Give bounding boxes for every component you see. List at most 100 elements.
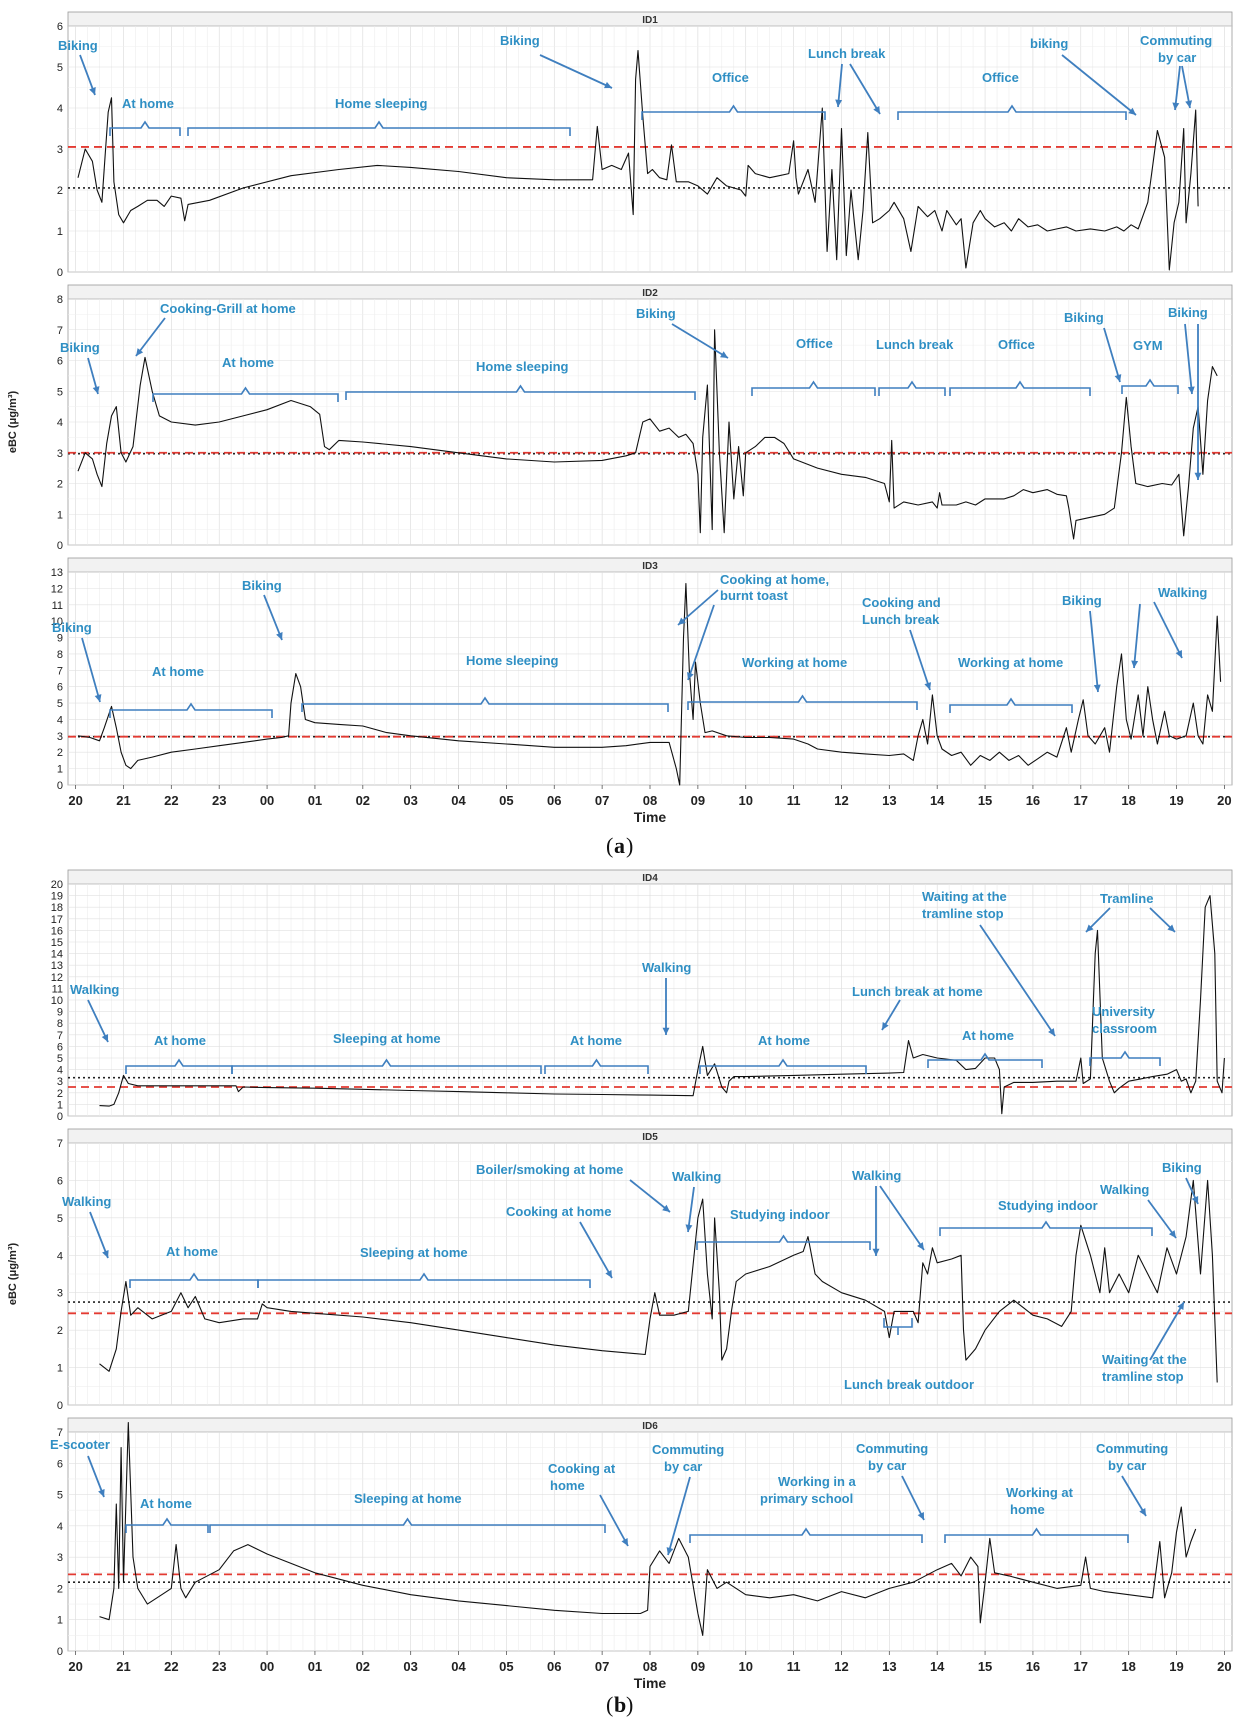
annotation-arrowhead — [720, 351, 728, 358]
annotation-arrow — [849, 63, 881, 115]
annotation-bracket — [109, 120, 181, 136]
annotation-bracket — [109, 702, 273, 718]
x-tick-label: 03 — [403, 1659, 417, 1674]
x-tick-label: 23 — [212, 1659, 226, 1674]
annotation-arrow — [87, 1455, 105, 1498]
annotation-arrowhead — [1175, 650, 1182, 658]
annotation-bracket — [897, 104, 1127, 120]
annotation-bracket — [125, 1517, 209, 1533]
x-tick-label: 07 — [595, 1659, 609, 1674]
annot-id3-cooking-burnt: Cooking at home, — [720, 572, 829, 587]
annotation-arrowhead — [1185, 100, 1193, 108]
series-line — [99, 895, 1225, 1115]
annotation-arrowhead — [605, 1270, 612, 1278]
y-tick-label: 7 — [57, 665, 63, 677]
annotation-arrow — [539, 54, 613, 89]
y-tick-label: 4 — [57, 1065, 63, 1077]
annotation-arrowhead — [873, 106, 880, 114]
y-tick-label: 10 — [51, 995, 63, 1007]
y-tick-label: 0 — [57, 1646, 63, 1658]
annotation-arrowhead — [1139, 1508, 1146, 1516]
annot-id2-biking-2: Biking — [636, 306, 676, 321]
annot-id3-at-home: At home — [152, 664, 204, 679]
series-line — [77, 582, 1222, 786]
x-tick-label: 09 — [691, 1659, 705, 1674]
annotation-arrowhead — [621, 1538, 628, 1546]
y-tick-label: 2 — [57, 1088, 63, 1100]
subfigure-label-b-open: ( — [606, 1692, 613, 1717]
y-tick-label: 1 — [57, 226, 63, 238]
annot-id6-commuting-2: Commuting — [856, 1441, 928, 1456]
x-tick-label: 20 — [1217, 1659, 1231, 1674]
annotation-bracket — [1121, 378, 1179, 394]
y-tick-label: 8 — [57, 649, 63, 661]
y-tick-label: 9 — [57, 1007, 63, 1019]
annotation-bracket — [301, 696, 669, 712]
y-tick-label: 5 — [57, 698, 63, 710]
annot-id6-home: home — [550, 1478, 585, 1493]
annot-id5-studying-2: Studying indoor — [998, 1198, 1098, 1213]
annotation-arrowhead — [1093, 684, 1101, 692]
annot-id3-working-home-2: Working at home — [958, 655, 1063, 670]
annotation-arrow — [909, 629, 931, 691]
x-tick-label: 01 — [308, 793, 322, 808]
grid — [68, 1431, 1232, 1652]
x-tick-label: 14 — [930, 793, 945, 808]
y-tick-label: 9 — [57, 633, 63, 645]
annot-id3-biking: Biking — [52, 620, 92, 635]
x-tick-label: 22 — [164, 1659, 178, 1674]
y-tick-label: 4 — [57, 1521, 63, 1533]
annot-id4-university: University — [1092, 1004, 1156, 1019]
annotation-bracket — [345, 384, 696, 400]
annot-id1-biking-3: biking — [1030, 36, 1068, 51]
annot-id6-working-primary: Working in a — [778, 1474, 857, 1489]
subfigure-label-b: b — [614, 1692, 626, 1717]
annot-id3-biking-2: Biking — [242, 578, 282, 593]
annot-id6-by-car-2: by car — [868, 1458, 906, 1473]
grid — [68, 1142, 1232, 1406]
annot-id3-working-home: Working at home — [742, 655, 847, 670]
series-line — [77, 329, 1218, 540]
x-tick-label: 14 — [930, 1659, 945, 1674]
y-tick-label: 3 — [57, 448, 63, 460]
grid — [68, 883, 1232, 1117]
annot-id4-lunch-break: Lunch break at home — [852, 984, 983, 999]
annotation-bracket — [949, 380, 1091, 396]
annotation-arrowhead — [89, 87, 96, 95]
annot-id6-primary-school: primary school — [760, 1491, 853, 1506]
annot-id2-biking-3: Biking — [1064, 310, 1104, 325]
x-tick-label: 00 — [260, 1659, 274, 1674]
y-tick-label: 6 — [57, 1041, 63, 1053]
y-tick-label: 1 — [57, 1615, 63, 1627]
annotation-arrowhead — [92, 386, 100, 394]
annot-id3-biking-3: Biking — [1062, 593, 1102, 608]
annotation-arrow — [89, 1211, 109, 1259]
annotation-arrow — [87, 999, 109, 1043]
facet-title: ID4 — [642, 873, 658, 884]
annot-id4-walking: Walking — [70, 982, 119, 997]
x-tick-label: 17 — [1074, 1659, 1088, 1674]
subfigure-label-b-close: ) — [626, 1692, 633, 1717]
series-line — [99, 1422, 1197, 1636]
y-tick-label: 10 — [51, 616, 63, 628]
annotation-arrow — [81, 637, 101, 703]
annotation-bracket — [231, 1058, 542, 1074]
annotation-arrowhead — [917, 1512, 924, 1520]
annot-id5-tramline-stop: tramline stop — [1102, 1369, 1184, 1384]
x-tick-label: 17 — [1074, 793, 1088, 808]
x-tick-label: 05 — [499, 1659, 513, 1674]
x-tick-label: 08 — [643, 793, 657, 808]
y-tick-label: 3 — [57, 1552, 63, 1564]
annotation-arrowhead — [276, 632, 283, 640]
annotation-arrowhead — [1048, 1028, 1055, 1036]
annot-id3-walking: Walking — [1158, 585, 1207, 600]
y-tick-label: 1 — [57, 1363, 63, 1375]
annotation-bracket — [927, 1052, 1043, 1068]
annot-id4-walking-2: Walking — [642, 960, 691, 975]
annotation-arrow — [1103, 327, 1121, 383]
y-tick-label: 6 — [57, 1175, 63, 1187]
y-tick-label: 3 — [57, 731, 63, 743]
annotation-arrow — [1153, 601, 1183, 659]
annotation-arrow — [901, 1475, 925, 1521]
